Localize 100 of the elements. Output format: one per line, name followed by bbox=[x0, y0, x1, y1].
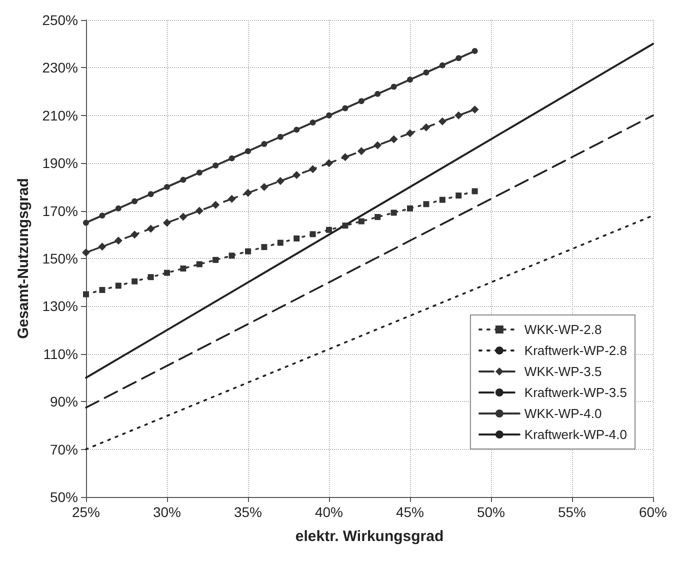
point bbox=[438, 117, 446, 126]
point bbox=[470, 105, 479, 114]
point bbox=[196, 170, 202, 176]
point bbox=[423, 69, 430, 76]
point bbox=[164, 270, 170, 276]
x-tick-label: 55% bbox=[558, 504, 586, 520]
y-tick-label: 110% bbox=[43, 346, 78, 362]
point bbox=[325, 159, 333, 168]
point bbox=[390, 210, 397, 216]
y-axis-title: Gesamt-Nutzungsgrad bbox=[15, 178, 32, 339]
y-tick-label: 50% bbox=[50, 489, 78, 505]
legend-label: WKK-WP-2.8 bbox=[524, 322, 602, 337]
point bbox=[472, 188, 478, 194]
y-tick-label: 230% bbox=[42, 60, 78, 76]
point bbox=[310, 231, 316, 238]
point bbox=[472, 48, 478, 54]
point bbox=[163, 218, 171, 227]
x-axis-title: elektr. Wirkungsgrad bbox=[295, 528, 444, 545]
point bbox=[179, 212, 188, 221]
x-tick-label: 50% bbox=[476, 504, 506, 520]
point bbox=[374, 141, 382, 150]
point bbox=[374, 214, 381, 220]
y-tick-label: 150% bbox=[42, 250, 78, 266]
point bbox=[114, 236, 122, 245]
point bbox=[228, 194, 236, 203]
point bbox=[407, 205, 413, 212]
point bbox=[456, 192, 462, 199]
y-tick-label: 70% bbox=[50, 441, 78, 458]
legend-label: WKK-WP-3.5 bbox=[524, 364, 602, 379]
point bbox=[261, 244, 268, 250]
point bbox=[148, 274, 154, 280]
point bbox=[439, 196, 446, 203]
point bbox=[146, 224, 155, 233]
point bbox=[358, 218, 364, 224]
y-tick-label: 130% bbox=[42, 298, 78, 314]
point bbox=[374, 90, 381, 97]
point bbox=[99, 286, 106, 293]
point bbox=[277, 134, 284, 140]
point bbox=[342, 222, 348, 229]
x-tick-label: 45% bbox=[396, 504, 424, 520]
point bbox=[358, 98, 364, 104]
point bbox=[115, 282, 122, 289]
legend-label: Kraftwerk-WP-2.8 bbox=[524, 343, 628, 358]
point bbox=[180, 266, 186, 272]
point bbox=[439, 62, 446, 68]
point bbox=[180, 176, 186, 183]
legend-label: Kraftwerk-WP-3.5 bbox=[524, 385, 628, 400]
point bbox=[357, 147, 366, 156]
point bbox=[148, 191, 154, 198]
point bbox=[341, 153, 350, 162]
point bbox=[244, 188, 252, 197]
point bbox=[228, 155, 235, 162]
legend-label: WKK-WP-4.0 bbox=[524, 406, 602, 421]
point bbox=[390, 135, 398, 144]
point bbox=[82, 248, 90, 257]
point bbox=[132, 198, 138, 204]
point bbox=[245, 148, 251, 154]
y-tick-label: 90% bbox=[50, 394, 78, 410]
point bbox=[132, 278, 138, 284]
point bbox=[326, 226, 332, 233]
y-tick-label: 170% bbox=[42, 202, 78, 219]
x-tick-label: 25% bbox=[72, 504, 100, 520]
point bbox=[294, 235, 300, 242]
point bbox=[308, 165, 317, 174]
point bbox=[456, 55, 462, 62]
y-tick-label: 250% bbox=[42, 12, 78, 28]
point bbox=[212, 256, 219, 263]
point bbox=[245, 248, 251, 254]
point bbox=[422, 123, 430, 132]
point bbox=[292, 171, 301, 180]
x-tick-label: 30% bbox=[152, 504, 182, 520]
point bbox=[83, 291, 89, 298]
point bbox=[294, 126, 300, 133]
point bbox=[326, 112, 332, 118]
x-tick-label: 60% bbox=[638, 504, 668, 520]
point bbox=[196, 261, 202, 268]
point bbox=[261, 141, 268, 148]
point bbox=[83, 220, 89, 226]
y-tick-label: 190% bbox=[42, 155, 78, 172]
point bbox=[423, 201, 430, 208]
x-tick-label: 35% bbox=[234, 504, 262, 520]
point bbox=[276, 176, 284, 185]
point bbox=[260, 182, 268, 191]
point bbox=[406, 129, 414, 138]
point bbox=[407, 76, 413, 83]
x-tick-label: 40% bbox=[314, 504, 344, 520]
point bbox=[454, 111, 463, 120]
legend-label: Kraftwerk-WP-4.0 bbox=[524, 427, 628, 442]
point bbox=[195, 206, 204, 215]
point bbox=[310, 120, 316, 126]
point bbox=[115, 205, 122, 212]
point bbox=[212, 200, 220, 209]
point bbox=[98, 242, 106, 251]
point bbox=[342, 105, 348, 112]
point bbox=[130, 230, 139, 239]
point bbox=[212, 162, 219, 168]
point bbox=[390, 84, 397, 90]
y-tick-label: 210% bbox=[42, 107, 78, 124]
point bbox=[99, 212, 106, 219]
point bbox=[228, 252, 235, 259]
